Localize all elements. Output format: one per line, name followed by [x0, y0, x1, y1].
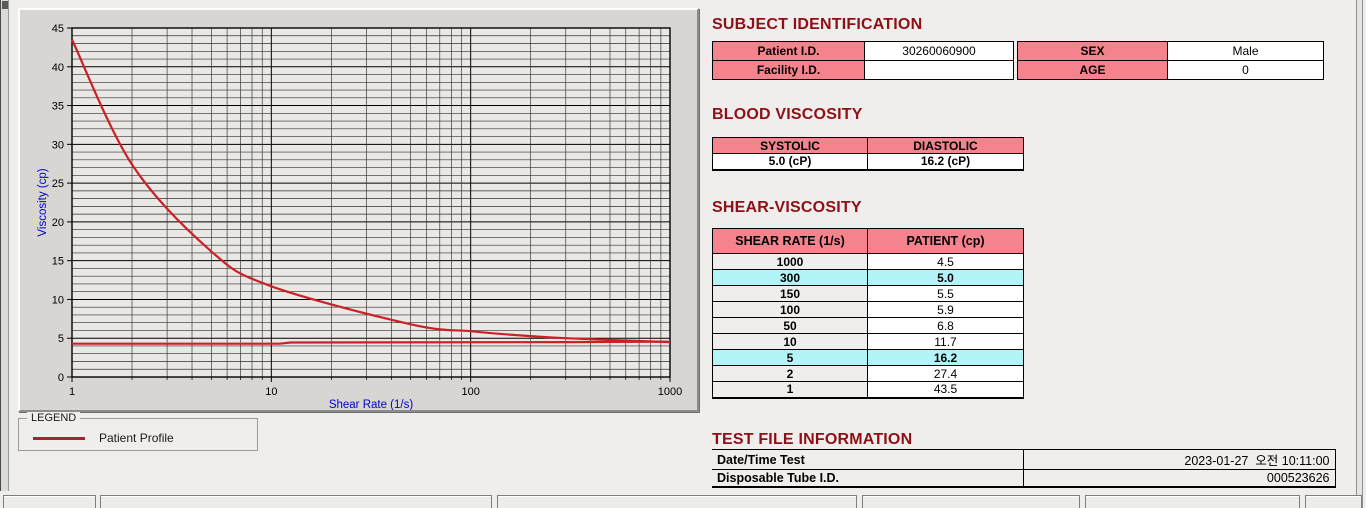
legend-title: LEGEND: [27, 412, 81, 424]
subject-table-body: Patient I.D. 30260060900 SEX Male Facility I…: [712, 41, 1324, 80]
svg-text:20: 20: [52, 217, 64, 229]
patient-cp-cell: 5.0: [867, 269, 1024, 286]
test-file-information-table: Date/Time Test 2023-01-27 오전 10:11:00 Disp…: [712, 449, 1336, 488]
svg-text:15: 15: [52, 256, 64, 268]
test-file-value: 000523626: [1022, 469, 1336, 487]
bottom-panel: [1085, 495, 1300, 508]
svg-text:1: 1: [69, 386, 75, 398]
shear-table-row: 1000 4.5: [712, 253, 1024, 270]
svg-text:0: 0: [58, 372, 64, 384]
bottom-panel: [497, 495, 857, 508]
diastolic-header: DIASTOLIC: [867, 137, 1024, 154]
flat-trace-line: [72, 340, 671, 345]
subject-identification-table: Patient I.D. 30260060900 SEX Male Facility I…: [712, 41, 1324, 80]
bottom-panel: [1305, 495, 1362, 508]
shear-table-row: 10 11.7: [712, 333, 1024, 350]
shear-table-row: 1 43.5: [712, 381, 1024, 398]
left-strip-knob: [2, 1, 8, 9]
test-table-body: Date/Time Test 2023-01-27 오전 10:11:00 Disp…: [712, 449, 1336, 487]
systolic-value: 5.0 (cP): [712, 153, 868, 170]
viscosity-chart: 0 5 10 15 20 25 30 35 40 45 1 10 100 1000 Shear Rate (…: [37, 23, 682, 410]
patient-profile-line: [71, 39, 671, 344]
section-title-blood-viscosity: BLOOD VISCOSITY: [712, 106, 863, 123]
section-title-test-file-information: TEST FILE INFORMATION: [712, 431, 913, 448]
shear-rate-cell: 50: [712, 317, 868, 334]
shear-rate-cell: 1: [712, 381, 868, 398]
patient-cp-cell: 5.5: [867, 285, 1024, 302]
svg-text:40: 40: [52, 62, 64, 74]
shear-table-row: 150 5.5: [712, 285, 1024, 302]
svg-text:10: 10: [52, 294, 64, 306]
patient-cp-cell: 43.5: [867, 381, 1024, 398]
subject-table-row: Facility I.D. AGE 0: [712, 60, 1324, 80]
test-file-row: Disposable Tube I.D. 000523626: [712, 469, 1336, 487]
x-axis-label: Shear Rate (1/s): [329, 399, 414, 410]
shear-table-row: 5 16.2: [712, 349, 1024, 366]
shear-header-row: SHEAR RATE (1/s) PATIENT (cp): [712, 228, 1024, 254]
patient-cp-cell: 5.9: [867, 301, 1024, 318]
blood-value-row: 5.0 (cP) 16.2 (cP): [712, 153, 1024, 170]
field-value: [864, 60, 1014, 80]
right-window-edge: [1356, 0, 1363, 508]
blood-viscosity-table: SYSTOLIC DIASTOLIC 5.0 (cP) 16.2 (cP): [712, 137, 1024, 171]
field-value: 0: [1167, 60, 1324, 80]
test-file-label: Date/Time Test: [712, 449, 1024, 470]
y-axis-label: Viscosity (cp): [37, 168, 49, 236]
patient-cp-cell: 4.5: [867, 253, 1024, 270]
shear-rate-cell: 5: [712, 349, 868, 366]
legend-line-sample: [33, 436, 85, 440]
left-window-strip: [0, 0, 9, 491]
shear-table-body: 1000 4.5 300 5.0 150 5.5 100 5.9 50 6.8 10 11.7 5 16.…: [712, 253, 1024, 398]
field-label: SEX: [1017, 41, 1168, 61]
patient-cp-cell: 11.7: [867, 333, 1024, 350]
shear-table-row: 300 5.0: [712, 269, 1024, 286]
legend-box: LEGEND Patient Profile: [18, 412, 258, 451]
svg-text:10: 10: [265, 386, 277, 398]
shear-rate-cell: 10: [712, 333, 868, 350]
shear-table-row: 100 5.9: [712, 301, 1024, 318]
shear-rate-cell: 300: [712, 269, 868, 286]
blood-header-row: SYSTOLIC DIASTOLIC: [712, 137, 1024, 154]
bottom-panel: [862, 495, 1080, 508]
test-file-row: Date/Time Test 2023-01-27 오전 10:11:00: [712, 449, 1336, 470]
field-label: Facility I.D.: [712, 60, 865, 80]
shear-rate-header: SHEAR RATE (1/s): [712, 228, 868, 254]
shear-rate-cell: 2: [712, 365, 868, 382]
patient-cp-cell: 27.4: [867, 365, 1024, 382]
shear-viscosity-table: SHEAR RATE (1/s) PATIENT (cp) 1000 4.5 300…: [712, 228, 1024, 399]
shear-table-row: 2 27.4: [712, 365, 1024, 382]
subject-table-row: Patient I.D. 30260060900 SEX Male: [712, 41, 1324, 61]
patient-cp-cell: 6.8: [867, 317, 1024, 334]
svg-text:30: 30: [52, 139, 64, 151]
field-label: AGE: [1017, 60, 1168, 80]
test-file-label: Disposable Tube I.D.: [712, 469, 1024, 487]
field-value: Male: [1167, 41, 1324, 61]
diastolic-value: 16.2 (cP): [867, 153, 1024, 170]
section-title-shear-viscosity: SHEAR-VISCOSITY: [712, 199, 862, 216]
field-label: Patient I.D.: [712, 41, 865, 61]
svg-text:1000: 1000: [658, 386, 682, 398]
svg-text:5: 5: [58, 333, 64, 345]
patient-cp-header: PATIENT (cp): [867, 228, 1024, 254]
shear-rate-cell: 100: [712, 301, 868, 318]
svg-text:35: 35: [52, 101, 64, 113]
svg-text:100: 100: [461, 386, 479, 398]
field-value: 30260060900: [864, 41, 1014, 61]
shear-rate-cell: 150: [712, 285, 868, 302]
shear-table-row: 50 6.8: [712, 317, 1024, 334]
systolic-header: SYSTOLIC: [712, 137, 868, 154]
svg-text:45: 45: [52, 23, 64, 35]
patient-cp-cell: 16.2: [867, 349, 1024, 366]
legend-entry-label: Patient Profile: [99, 431, 174, 445]
shear-rate-cell: 1000: [712, 253, 868, 270]
svg-text:25: 25: [52, 178, 64, 190]
bottom-panel: [100, 495, 492, 508]
viscosity-chart-panel: 0 5 10 15 20 25 30 35 40 45 1 10 100 1000 Shear Rate (…: [18, 8, 699, 412]
bottom-panel: [3, 495, 96, 508]
test-file-value: 2023-01-27 오전 10:11:00: [1022, 449, 1336, 470]
section-title-subject-identification: SUBJECT IDENTIFICATION: [712, 16, 923, 33]
